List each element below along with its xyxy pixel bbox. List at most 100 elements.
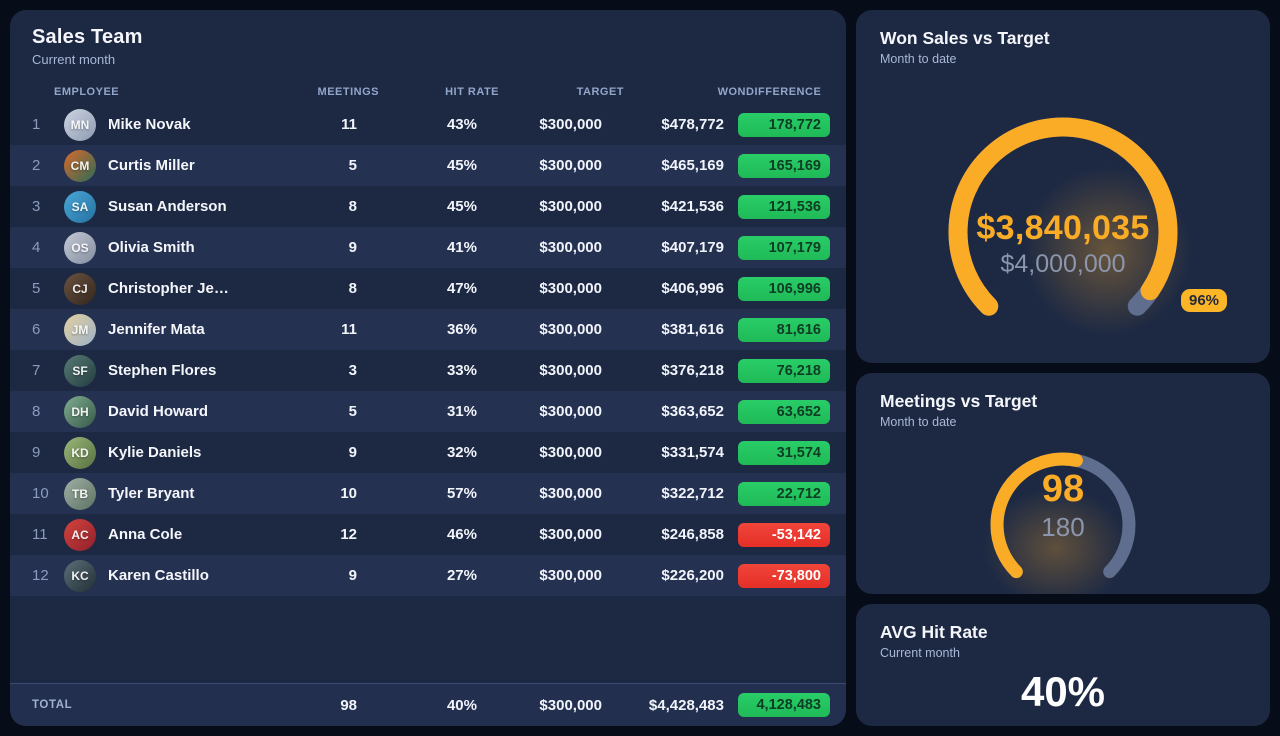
row-meetings: 12: [340, 526, 357, 543]
avatar: OS: [64, 231, 96, 264]
difference-badge: 76,218: [738, 358, 830, 383]
row-meetings: 10: [340, 485, 357, 502]
row-meetings: 3: [348, 362, 357, 379]
row-meetings: 11: [341, 116, 357, 133]
row-rank: 4: [32, 239, 41, 256]
difference-badge: 31,574: [738, 440, 830, 465]
avg-hit-rate-subtitle: Current month: [880, 646, 960, 660]
table-row: 1 MN Mike Novak 11 43% $300,000 $478,772…: [10, 104, 846, 145]
avatar: KD: [64, 436, 96, 469]
table-row: 12 KC Karen Castillo 9 27% $300,000 $226…: [10, 555, 846, 596]
column-header-meetings: Meetings: [317, 86, 379, 98]
row-employee-name: Karen Castillo: [108, 567, 209, 584]
row-rank: 10: [32, 485, 49, 502]
row-won: $465,169: [661, 157, 724, 174]
total-label: Total: [32, 699, 73, 711]
row-meetings: 9: [348, 444, 357, 461]
gauge-progress: [948, 117, 1178, 316]
row-won: $363,652: [661, 403, 724, 420]
row-hit-rate: 45%: [446, 198, 477, 215]
row-meetings: 8: [348, 280, 357, 297]
row-won: $407,179: [661, 239, 724, 256]
difference-badge: -53,142: [738, 522, 830, 547]
avg-hit-rate-value: 40%: [1020, 668, 1106, 715]
table-row: 6 JM Jennifer Mata 11 36% $300,000 $381,…: [10, 309, 846, 350]
won-sales-card: Won Sales vs Target Month to date $3,840…: [856, 10, 1270, 363]
row-employee-name: Tyler Bryant: [108, 485, 195, 502]
difference-badge: 81,616: [738, 317, 830, 342]
won-sales-title: Won Sales vs Target: [880, 28, 1050, 48]
table-row: 11 AC Anna Cole 12 46% $300,000 $246,858…: [10, 514, 846, 555]
row-target: $300,000: [539, 239, 602, 256]
sales-team-panel: Sales Team Current month Employee Meetin…: [10, 10, 846, 726]
table-spacer: [10, 596, 846, 683]
row-rank: 11: [32, 526, 48, 543]
avatar: CM: [64, 149, 96, 182]
row-rank: 8: [32, 403, 41, 420]
row-rank: 3: [32, 198, 41, 215]
won-sales-percent-badge: 96%: [1181, 289, 1228, 312]
meetings-target: 180: [1041, 512, 1085, 542]
meetings-title: Meetings vs Target: [880, 391, 1038, 411]
row-employee-name: Mike Novak: [108, 116, 191, 133]
row-meetings: 5: [348, 157, 357, 174]
row-meetings: 8: [348, 198, 357, 215]
table-row: 7 SF Stephen Flores 3 33% $300,000 $376,…: [10, 350, 846, 391]
difference-badge: 178,772: [738, 112, 830, 137]
row-hit-rate: 47%: [446, 280, 477, 297]
row-employee-name: Anna Cole: [108, 526, 183, 543]
table-total-row: Total 98 40% $300,000 $4,428,483 4,128,4…: [10, 683, 846, 726]
row-meetings: 5: [348, 403, 357, 420]
row-rank: 5: [32, 280, 41, 297]
row-employee-name: Jennifer Mata: [108, 321, 205, 338]
row-won: $478,772: [661, 116, 724, 133]
avg-hit-rate-title: AVG Hit Rate: [880, 622, 988, 642]
row-meetings: 9: [348, 567, 357, 584]
table-row: 9 KD Kylie Daniels 9 32% $300,000 $331,5…: [10, 432, 846, 473]
avatar: CJ: [64, 272, 96, 305]
row-target: $300,000: [539, 362, 602, 379]
row-won: $406,996: [661, 280, 724, 297]
row-target: $300,000: [539, 280, 602, 297]
table-row: 2 CM Curtis Miller 5 45% $300,000 $465,1…: [10, 145, 846, 186]
row-target: $300,000: [539, 198, 602, 215]
gauge-progress: [990, 452, 1136, 579]
row-rank: 9: [32, 444, 41, 461]
row-rank: 7: [32, 362, 41, 379]
sales-team-header: Sales Team Current month Employee Meetin…: [10, 10, 846, 104]
row-target: $300,000: [539, 116, 602, 133]
row-employee-name: David Howard: [108, 403, 209, 420]
difference-badge: 63,652: [738, 399, 830, 424]
row-hit-rate: 43%: [446, 116, 477, 133]
row-hit-rate: 33%: [446, 362, 477, 379]
table-column-headers: Employee Meetings Hit Rate Target Won Di…: [32, 80, 824, 104]
row-target: $300,000: [539, 485, 602, 502]
difference-badge: 165,169: [738, 153, 830, 178]
row-target: $300,000: [539, 444, 602, 461]
table-row: 4 OS Olivia Smith 9 41% $300,000 $407,17…: [10, 227, 846, 268]
avatar: SF: [64, 354, 96, 387]
row-hit-rate: 31%: [446, 403, 477, 420]
difference-badge: 106,996: [738, 276, 830, 301]
meetings-gauge-labels: 98 180: [856, 467, 1270, 543]
row-won: $226,200: [661, 567, 724, 584]
row-won: $331,574: [661, 444, 724, 461]
table-row: 3 SA Susan Anderson 8 45% $300,000 $421,…: [10, 186, 846, 227]
total-hit-rate: 40%: [446, 696, 477, 714]
page-subtitle: Current month: [32, 52, 116, 67]
meetings-gauge-chart: [990, 452, 1136, 579]
table-body: 1 MN Mike Novak 11 43% $300,000 $478,772…: [10, 104, 846, 596]
column-header-won: Won: [717, 86, 746, 98]
column-header-hit-rate: Hit Rate: [445, 86, 499, 98]
row-employee-name: Curtis Miller: [108, 157, 195, 174]
row-employee-name: Kylie Daniels: [108, 444, 202, 461]
row-hit-rate: 27%: [446, 567, 477, 584]
difference-badge: 107,179: [738, 235, 830, 260]
row-rank: 1: [32, 116, 41, 133]
row-target: $300,000: [539, 321, 602, 338]
meetings-subtitle: Month to date: [880, 415, 957, 429]
page-title: Sales Team: [32, 26, 143, 48]
row-meetings: 9: [348, 239, 357, 256]
avatar: JM: [64, 313, 96, 346]
